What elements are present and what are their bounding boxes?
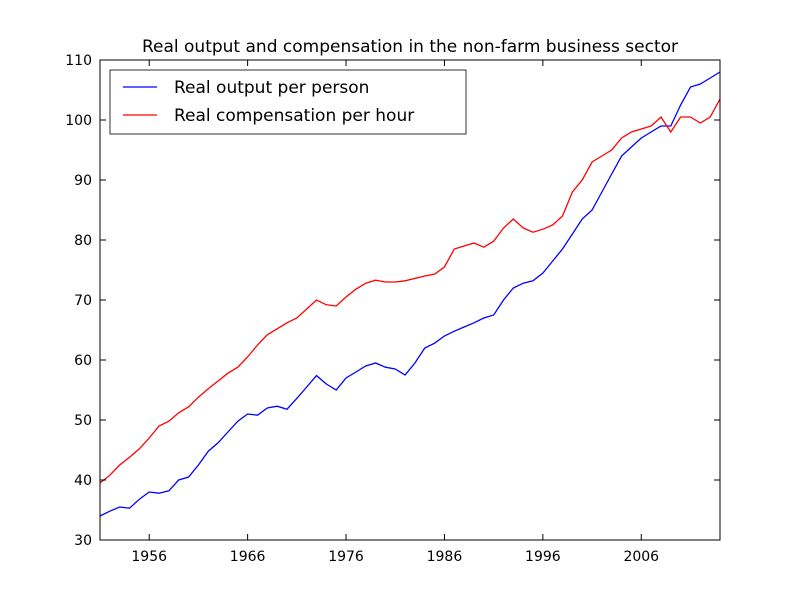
y-tick-label-4: 70 xyxy=(74,293,92,309)
legend: Real output per person Real compensation… xyxy=(109,69,467,135)
series-layer xyxy=(99,71,721,517)
y-tick-label-7: 100 xyxy=(65,113,92,129)
y-tick-label-5: 80 xyxy=(74,233,92,249)
chart-title: Real output and compensation in the non-… xyxy=(142,37,678,57)
series-line-1 xyxy=(99,98,721,484)
x-tick-label-5: 2006 xyxy=(623,549,659,565)
y-tick-label-1: 40 xyxy=(74,473,92,489)
series-line-0 xyxy=(99,71,721,517)
x-tick-label-2: 1976 xyxy=(328,549,364,565)
x-tick-label-4: 1996 xyxy=(525,549,561,565)
x-tick-label-3: 1986 xyxy=(427,549,463,565)
legend-box xyxy=(109,69,467,135)
y-tick-label-8: 110 xyxy=(65,53,92,69)
x-tick-label-0: 1956 xyxy=(131,549,167,565)
legend-label-output: Real output per person xyxy=(174,78,369,98)
x-tick-label-1: 1966 xyxy=(230,549,266,565)
y-tick-label-6: 90 xyxy=(74,173,92,189)
y-tick-label-2: 50 xyxy=(74,413,92,429)
y-tick-label-3: 60 xyxy=(74,353,92,369)
y-tick-label-0: 30 xyxy=(74,533,92,549)
legend-label-compensation: Real compensation per hour xyxy=(174,106,414,126)
axes-layer: 1956 1966 1976 1986 1996 2006 30 40 50 60 70 80 90 10… xyxy=(65,53,720,565)
